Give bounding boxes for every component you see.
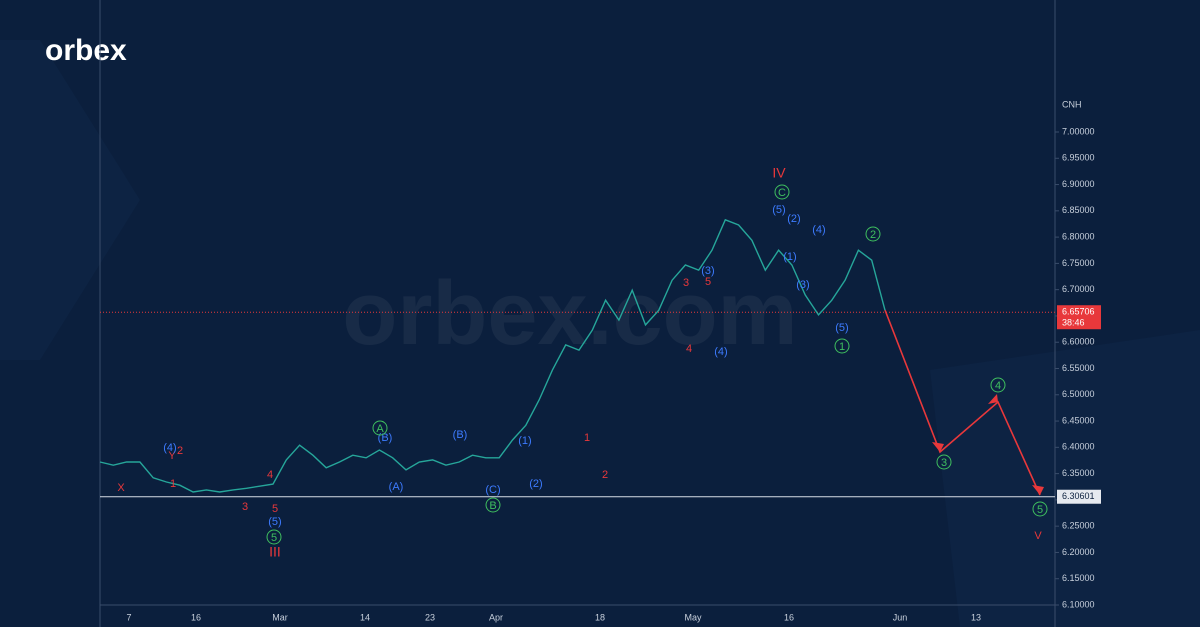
wave-label: 4 xyxy=(686,343,692,355)
x-tick-label: 23 xyxy=(425,612,435,622)
wave-label: B xyxy=(489,500,496,512)
wave-label: 5 xyxy=(272,503,278,515)
support-label: 6.30601 xyxy=(1062,491,1095,501)
y-tick-label: 6.95000 xyxy=(1062,153,1095,163)
wave-label: (3) xyxy=(701,265,714,277)
y-tick-label: 6.20000 xyxy=(1062,547,1095,557)
y-tick-label: 6.80000 xyxy=(1062,231,1095,241)
wave-label: Y xyxy=(168,450,176,462)
wave-label: 4 xyxy=(267,469,273,481)
x-tick-label: 14 xyxy=(360,612,370,622)
projection xyxy=(884,309,1041,496)
wave-label: 5 xyxy=(271,532,277,544)
wave-label: 5 xyxy=(1037,504,1043,516)
wave-label: 3 xyxy=(941,457,947,469)
x-tick-label: Jun xyxy=(893,612,908,622)
y-tick-label: 6.75000 xyxy=(1062,258,1095,268)
wave-label: 2 xyxy=(602,469,608,481)
wave-circle xyxy=(266,529,282,545)
wave-label: 5 xyxy=(705,276,711,288)
countdown: 38:46 xyxy=(1062,318,1085,328)
wave-label: (2) xyxy=(529,478,542,490)
wave-label: 1 xyxy=(839,341,845,353)
wave-label: (2) xyxy=(787,213,800,225)
wave-label: (B) xyxy=(453,429,468,441)
wave-circle xyxy=(936,454,952,470)
y-tick-label: 7.00000 xyxy=(1062,126,1095,136)
support-tag xyxy=(1057,489,1101,504)
wave-label: X xyxy=(117,482,125,494)
wave-label: C xyxy=(778,187,786,199)
y-tick-label: 6.25000 xyxy=(1062,521,1095,531)
arrowhead xyxy=(1032,485,1044,495)
wave-label: 2 xyxy=(870,229,876,241)
wave-label: 3 xyxy=(242,501,248,513)
y-tick-label: 6.35000 xyxy=(1062,468,1095,478)
y-tick-label: 6.40000 xyxy=(1062,442,1095,452)
y-tick-label: 6.70000 xyxy=(1062,284,1095,294)
wave-label: 2 xyxy=(177,445,183,457)
wave-label: A xyxy=(376,423,384,435)
wave-label: (4) xyxy=(714,346,727,358)
wave-circle xyxy=(485,497,501,513)
wave-circle xyxy=(834,338,850,354)
decor xyxy=(0,40,140,360)
y-tick-label: 6.15000 xyxy=(1062,573,1095,583)
y-axis-label: CNH xyxy=(1062,99,1082,109)
wave-label: (1) xyxy=(783,251,796,263)
wave-circle xyxy=(774,184,790,200)
wave-circle xyxy=(990,377,1006,393)
wave-circle xyxy=(372,420,388,436)
price-tag xyxy=(1057,305,1101,330)
wave-label: 3 xyxy=(683,277,689,289)
y-tick-label: 6.45000 xyxy=(1062,415,1095,425)
wave-label: IV xyxy=(772,165,786,181)
x-tick-label: 13 xyxy=(971,612,981,622)
wave-label: (A) xyxy=(389,481,404,493)
price-series xyxy=(99,218,886,493)
x-tick-label: Apr xyxy=(489,612,503,622)
y-tick-label: 6.85000 xyxy=(1062,205,1095,215)
arrowhead xyxy=(932,442,944,452)
y-tick-label: 6.10000 xyxy=(1062,599,1095,609)
wave-label: (5) xyxy=(772,204,785,216)
wave-label: (4) xyxy=(163,442,176,454)
y-tick-label: 6.90000 xyxy=(1062,179,1095,189)
wave-label: (1) xyxy=(518,435,531,447)
wave-label: (4) xyxy=(812,224,825,236)
x-tick-label: 18 xyxy=(595,612,605,622)
decor xyxy=(930,330,1200,627)
price-label: 6.65706 xyxy=(1062,307,1095,317)
x-tick-label: 16 xyxy=(784,612,794,622)
wave-label: V xyxy=(1034,530,1042,542)
wave-label: 1 xyxy=(170,478,176,490)
wave-circle xyxy=(865,226,881,242)
logo: orbex xyxy=(45,34,127,67)
arrowhead xyxy=(988,394,998,404)
watermark: orbex.com xyxy=(342,264,797,364)
wave-label: (C) xyxy=(485,484,500,496)
x-tick-label: May xyxy=(684,612,702,622)
x-tick-label: Mar xyxy=(272,612,288,622)
wave-label: III xyxy=(269,544,281,560)
x-tick-label: 16 xyxy=(191,612,201,622)
y-tick-label: 6.60000 xyxy=(1062,337,1095,347)
wave-circle xyxy=(1032,501,1048,517)
wave-label: 1 xyxy=(584,432,590,444)
y-tick-label: 6.50000 xyxy=(1062,389,1095,399)
x-tick-label: 7 xyxy=(126,612,131,622)
wave-label: (5) xyxy=(268,516,281,528)
y-tick-label: 6.55000 xyxy=(1062,363,1095,373)
wave-label: 4 xyxy=(995,380,1001,392)
wave-label: (3) xyxy=(796,279,809,291)
wave-label: (5) xyxy=(835,322,848,334)
